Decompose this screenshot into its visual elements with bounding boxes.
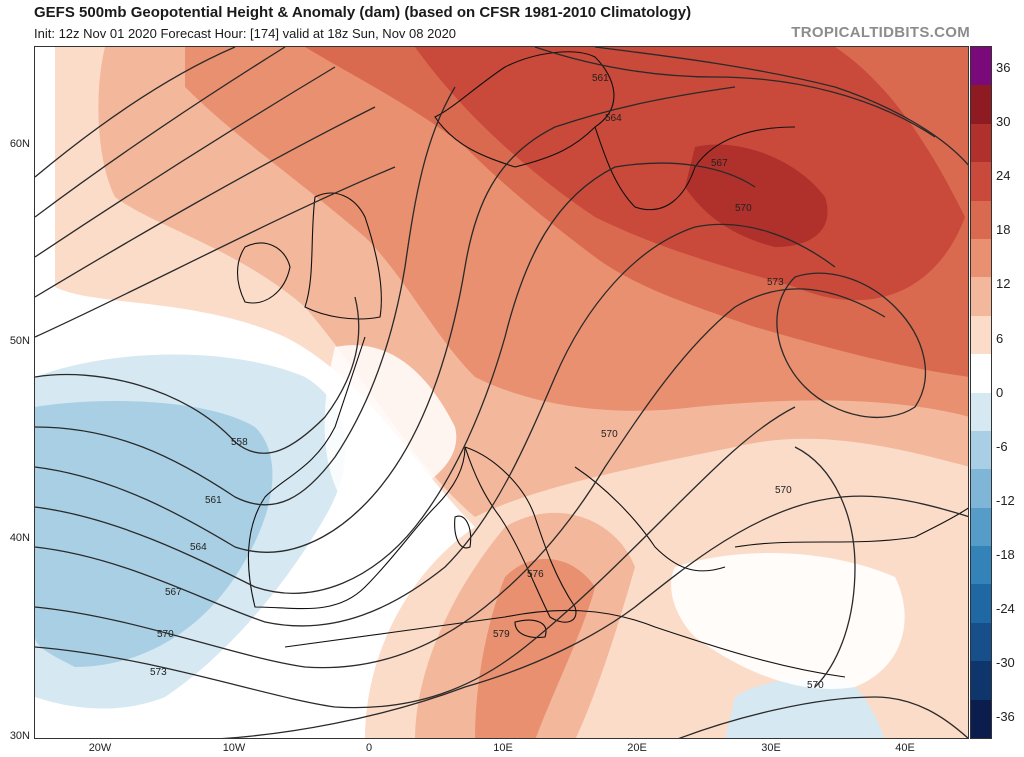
lon-label: 0 xyxy=(365,742,373,754)
colorbar-swatch xyxy=(971,354,991,393)
coast-sardinia xyxy=(454,515,472,549)
contour-labels: 558 561 564 561 564 567 570 573 567 570 … xyxy=(150,73,824,691)
colorbar-swatch xyxy=(971,622,991,662)
contour-label: 576 xyxy=(527,569,544,580)
anomaly-map: 558 561 564 561 564 567 570 573 567 570 … xyxy=(35,47,968,738)
colorbar xyxy=(970,46,992,739)
colorbar-swatch xyxy=(971,507,991,547)
contour-label: 570 xyxy=(807,680,824,691)
colorbar-swatch xyxy=(971,584,991,624)
colorbar-swatch xyxy=(971,238,991,278)
colorbar-swatch xyxy=(971,123,991,163)
colorbar-label: 30 xyxy=(996,114,1011,130)
colorbar-swatch xyxy=(971,277,991,317)
colorbar-swatch xyxy=(971,85,991,125)
anomaly-fill-zero-east xyxy=(671,553,905,689)
lat-label: 40N xyxy=(9,532,30,544)
contour-label: 570 xyxy=(775,485,792,496)
contour-label: 570 xyxy=(601,429,618,440)
anomaly-fill-neg6b xyxy=(725,678,885,738)
colorbar-label: 0 xyxy=(996,384,1004,400)
colorbar-label: -6 xyxy=(996,438,1008,454)
lon-label: 20E xyxy=(627,742,647,754)
anomaly-fill-pos18b xyxy=(475,559,595,738)
header: GEFS 500mb Geopotential Height & Anomaly… xyxy=(0,0,1024,46)
colorbar-swatch xyxy=(971,47,991,86)
colorbar-label: 6 xyxy=(996,330,1004,346)
contour-label: 579 xyxy=(493,629,510,640)
lat-label: 30N xyxy=(9,730,30,742)
contour-label: 573 xyxy=(150,667,167,678)
contour-label: 561 xyxy=(205,495,222,506)
colorbar-swatch xyxy=(971,661,991,701)
contour-label: 567 xyxy=(711,158,728,169)
colorbar-label: -36 xyxy=(996,709,1015,725)
map-panel: 558 561 564 561 564 567 570 573 567 570 … xyxy=(34,46,969,739)
contour-label: 567 xyxy=(165,587,182,598)
coast-sicily xyxy=(514,619,547,639)
brand-watermark: TROPICALTIDBITS.COM xyxy=(791,24,970,41)
lon-label: 30E xyxy=(761,742,781,754)
contour-label: 573 xyxy=(767,277,784,288)
map-subtitle: Init: 12z Nov 01 2020 Forecast Hour: [17… xyxy=(34,26,457,41)
colorbar-label: -30 xyxy=(996,655,1015,671)
coast-africa xyxy=(284,609,846,678)
colorbar-swatch xyxy=(971,200,991,240)
height-contours xyxy=(35,47,968,738)
colorbar-swatch xyxy=(971,699,991,739)
coast-italy xyxy=(464,446,577,623)
lat-label: 60N xyxy=(9,138,30,150)
anomaly-fill-neg12 xyxy=(35,401,273,667)
coast-turkey xyxy=(734,507,968,548)
colorbar-swatch xyxy=(971,162,991,202)
coast-france-iberia xyxy=(247,336,466,610)
colorbar-label: -18 xyxy=(996,546,1015,562)
coastlines xyxy=(236,51,968,678)
colorbar-swatch xyxy=(971,315,991,355)
contour-label: 558 xyxy=(231,437,248,448)
lat-label: 50N xyxy=(9,335,30,347)
colorbar-label: 36 xyxy=(996,60,1011,75)
colorbar-swatch xyxy=(971,430,991,470)
colorbar-swatch xyxy=(971,546,991,585)
anomaly-fill-zero xyxy=(324,345,457,517)
contour-label: 570 xyxy=(157,629,174,640)
contour-label: 570 xyxy=(735,203,752,214)
coast-ireland xyxy=(236,242,291,304)
lon-label: 10E xyxy=(493,742,513,754)
colorbar-label: 18 xyxy=(996,222,1011,238)
lon-label: 40E xyxy=(895,742,915,754)
colorbar-swatch xyxy=(971,392,991,432)
lon-label: 10W xyxy=(222,742,246,754)
coast-balkans xyxy=(574,466,726,572)
colorbar-label: -12 xyxy=(996,492,1015,508)
contour-label: 561 xyxy=(592,73,609,84)
map-title: GEFS 500mb Geopotential Height & Anomaly… xyxy=(34,4,692,21)
anomaly-fill-pos36 xyxy=(685,144,828,247)
coast-britain xyxy=(304,192,382,320)
colorbar-label: 24 xyxy=(996,168,1011,184)
coast-scandinavia-east xyxy=(594,126,796,211)
colorbar-swatch xyxy=(971,469,991,509)
contour-label: 564 xyxy=(190,542,207,553)
colorbar-label: 12 xyxy=(996,276,1011,292)
colorbar-label: -24 xyxy=(996,601,1015,616)
contour-label: 564 xyxy=(605,113,622,124)
lon-label: 20W xyxy=(88,742,112,754)
